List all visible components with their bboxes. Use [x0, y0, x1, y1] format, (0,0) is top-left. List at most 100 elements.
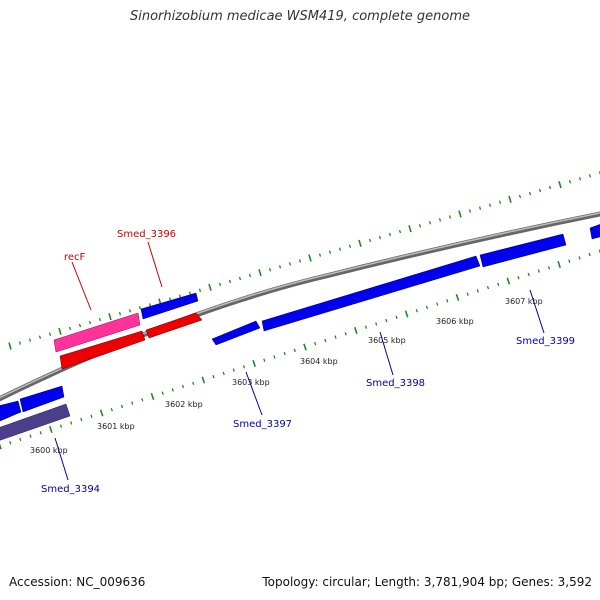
upper-tick-track [8, 171, 600, 350]
lower-tick-6 [59, 424, 63, 428]
upper-tick-7 [78, 323, 82, 328]
lower-tick-25 [252, 359, 256, 368]
lower-tick-31 [314, 341, 317, 346]
lower-tick-50 [506, 277, 511, 285]
upper-tick-30 [308, 254, 312, 262]
lower-tick-8 [80, 417, 83, 422]
gene-label-smed3398[interactable]: Smed_3398 [366, 378, 425, 389]
kbp-label-3602: 3602 kbp [165, 400, 203, 409]
upper-tick-57 [578, 177, 582, 181]
lower-tick-52 [527, 272, 530, 277]
upper-tick-55 [558, 181, 562, 189]
upper-tick-40 [408, 225, 412, 233]
upper-tick-8 [88, 320, 92, 325]
cds-forward-edge[interactable] [589, 224, 600, 240]
kbp-label-3600: 3600 kbp [30, 446, 68, 455]
upper-tick-58 [588, 174, 592, 178]
upper-tick-14 [148, 303, 152, 307]
leader-recF [71, 261, 92, 311]
lower-tick-19 [192, 381, 195, 386]
upper-tick-50 [508, 195, 512, 203]
upper-tick-13 [138, 306, 142, 310]
upper-tick-42 [428, 221, 432, 225]
gene-label-smed3396[interactable]: Smed_3396 [117, 229, 176, 240]
cds-forward-smed3394-b[interactable] [19, 385, 65, 413]
map-title: Sinorhizobium medicae WSM419, complete g… [129, 9, 471, 24]
gene-label-recF[interactable]: recF [64, 252, 86, 263]
upper-tick-35 [358, 239, 362, 247]
cds-forward-3[interactable] [211, 320, 261, 346]
upper-tick-46 [468, 209, 472, 213]
upper-tick-26 [268, 268, 272, 272]
upper-tick-45 [458, 210, 462, 218]
upper-tick-20 [208, 283, 212, 291]
upper-tick-53 [538, 188, 542, 193]
upper-tick-37 [378, 235, 382, 240]
cds-reverse-smed3396[interactable] [145, 312, 203, 339]
lower-tick-16 [161, 391, 164, 395]
lower-tick-58 [588, 252, 591, 257]
lower-tick-5 [49, 425, 53, 434]
lower-tick-48 [486, 285, 490, 290]
gene-label-smed3394[interactable]: Smed_3394 [41, 484, 100, 495]
cds-forward-smed3398[interactable] [261, 255, 481, 332]
lower-tick-38 [385, 318, 388, 323]
lower-tick-11 [110, 407, 113, 412]
upper-tick-11 [118, 312, 122, 316]
lower-tick-27 [273, 355, 276, 359]
lower-tick-26 [263, 358, 266, 362]
cds-reverse-recF[interactable] [59, 330, 146, 370]
kbp-label-3603: 3603 kbp [232, 378, 270, 387]
lower-tick-23 [232, 368, 235, 372]
lower-tick-49 [497, 282, 500, 287]
upper-tick-56 [568, 180, 572, 184]
upper-tick-49 [498, 200, 502, 204]
upper-tick-33 [338, 247, 342, 251]
upper-tick-28 [288, 262, 292, 266]
cds-forward-smed3396[interactable] [140, 292, 199, 320]
genome-summary-text: Topology: circular; Length: 3,781,904 bp… [262, 575, 592, 589]
upper-tick-43 [438, 218, 442, 222]
gene-recF[interactable] [53, 312, 141, 353]
gene-label-smed3397[interactable]: Smed_3397 [233, 419, 292, 430]
kbp-scale: 3600 kbp 3601 kbp 3602 kbp 3603 kbp 3604… [30, 297, 543, 455]
cds-forward-smed3394-a[interactable] [0, 400, 22, 422]
lower-tick-33 [334, 335, 337, 339]
lower-tick-45 [455, 293, 460, 302]
gene-label-smed3399[interactable]: Smed_3399 [516, 336, 575, 347]
lower-tick-29 [293, 348, 296, 353]
lower-tick-46 [466, 292, 469, 296]
lower-tick-9 [90, 414, 93, 419]
upper-tick-31 [318, 253, 322, 257]
lower-tick-34 [344, 332, 347, 336]
lower-tick-0 [0, 443, 2, 450]
lower-tick-24 [242, 365, 246, 369]
upper-tick-32 [328, 250, 332, 254]
upper-tick-47 [478, 206, 482, 210]
upper-tick-41 [418, 224, 422, 228]
upper-tick-23 [238, 276, 242, 281]
upper-tick-44 [448, 215, 452, 219]
lower-tick-53 [537, 269, 540, 273]
lower-tick-39 [395, 315, 398, 320]
cds-forward-smed3399[interactable] [479, 233, 567, 268]
lower-tick-18 [181, 384, 185, 389]
upper-tick-38 [388, 232, 392, 237]
upper-tick-1 [18, 341, 22, 345]
upper-tick-0 [8, 342, 12, 350]
lower-tick-14 [141, 398, 144, 402]
upper-tick-29 [298, 259, 302, 263]
leader-smed3399 [529, 289, 545, 334]
upper-tick-18 [188, 291, 192, 295]
leader-smed3398 [379, 331, 394, 376]
kbp-label-3607: 3607 kbp [505, 297, 543, 306]
gene-reverse-smed3394[interactable] [0, 403, 71, 441]
leader-smed3394 [54, 437, 69, 481]
lower-tick-43 [436, 302, 439, 306]
kbp-label-3604: 3604 kbp [300, 357, 338, 366]
lower-tick-47 [476, 289, 479, 293]
lower-tick-13 [131, 401, 134, 405]
kbp-label-3606: 3606 kbp [436, 317, 474, 326]
lower-tick-4 [39, 431, 42, 435]
lower-tick-7 [70, 421, 73, 425]
